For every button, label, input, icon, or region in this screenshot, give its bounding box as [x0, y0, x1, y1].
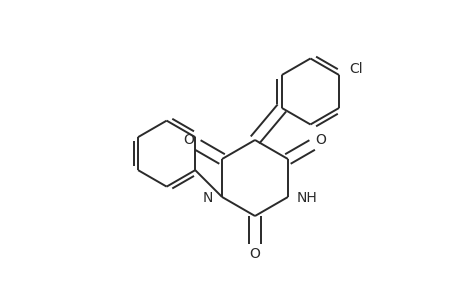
Text: O: O	[249, 247, 260, 261]
Text: NH: NH	[296, 191, 317, 205]
Text: O: O	[183, 133, 194, 147]
Text: N: N	[202, 191, 213, 205]
Text: O: O	[315, 133, 325, 147]
Text: Cl: Cl	[349, 62, 362, 76]
